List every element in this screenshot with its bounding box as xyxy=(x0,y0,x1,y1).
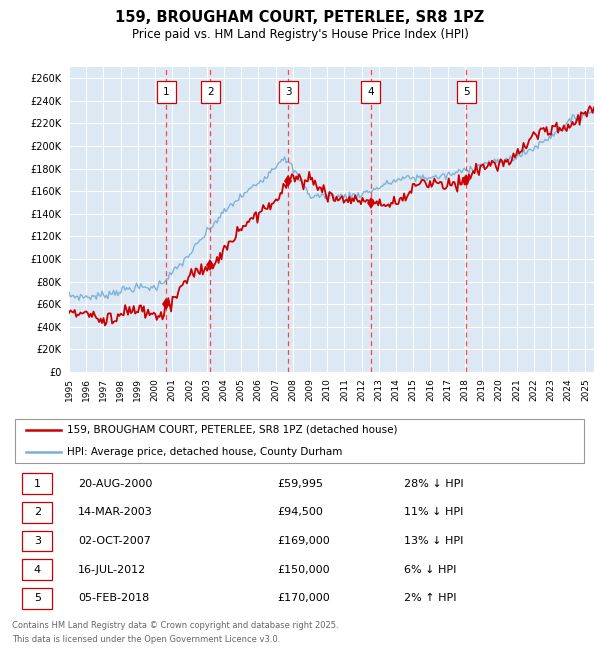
Text: 13% ↓ HPI: 13% ↓ HPI xyxy=(404,536,463,546)
Text: 2: 2 xyxy=(34,508,41,517)
Text: 1: 1 xyxy=(34,478,41,489)
Text: Price paid vs. HM Land Registry's House Price Index (HPI): Price paid vs. HM Land Registry's House … xyxy=(131,28,469,41)
Text: HPI: Average price, detached house, County Durham: HPI: Average price, detached house, Coun… xyxy=(67,447,342,457)
Text: 3: 3 xyxy=(34,536,41,546)
Text: 4: 4 xyxy=(368,87,374,97)
FancyBboxPatch shape xyxy=(457,81,476,103)
Text: 5: 5 xyxy=(34,593,41,603)
Text: 6% ↓ HPI: 6% ↓ HPI xyxy=(404,565,456,575)
Text: This data is licensed under the Open Government Licence v3.0.: This data is licensed under the Open Gov… xyxy=(12,636,280,645)
Text: 5: 5 xyxy=(463,87,470,97)
FancyBboxPatch shape xyxy=(22,502,52,523)
FancyBboxPatch shape xyxy=(22,560,52,580)
Text: 159, BROUGHAM COURT, PETERLEE, SR8 1PZ (detached house): 159, BROUGHAM COURT, PETERLEE, SR8 1PZ (… xyxy=(67,425,397,435)
FancyBboxPatch shape xyxy=(279,81,298,103)
FancyBboxPatch shape xyxy=(157,81,176,103)
Text: 28% ↓ HPI: 28% ↓ HPI xyxy=(404,478,463,489)
Text: 2: 2 xyxy=(207,87,214,97)
Text: 05-FEB-2018: 05-FEB-2018 xyxy=(78,593,149,603)
Text: 16-JUL-2012: 16-JUL-2012 xyxy=(78,565,146,575)
FancyBboxPatch shape xyxy=(22,531,52,551)
Text: 02-OCT-2007: 02-OCT-2007 xyxy=(78,536,151,546)
Text: £170,000: £170,000 xyxy=(277,593,330,603)
FancyBboxPatch shape xyxy=(22,588,52,609)
Text: 159, BROUGHAM COURT, PETERLEE, SR8 1PZ: 159, BROUGHAM COURT, PETERLEE, SR8 1PZ xyxy=(115,10,485,25)
Text: 20-AUG-2000: 20-AUG-2000 xyxy=(78,478,152,489)
Text: 1: 1 xyxy=(163,87,169,97)
Text: £59,995: £59,995 xyxy=(277,478,323,489)
FancyBboxPatch shape xyxy=(361,81,380,103)
Text: 14-MAR-2003: 14-MAR-2003 xyxy=(78,508,153,517)
FancyBboxPatch shape xyxy=(22,473,52,494)
Text: Contains HM Land Registry data © Crown copyright and database right 2025.: Contains HM Land Registry data © Crown c… xyxy=(12,621,338,629)
Text: 11% ↓ HPI: 11% ↓ HPI xyxy=(404,508,463,517)
Text: £169,000: £169,000 xyxy=(277,536,330,546)
Text: 3: 3 xyxy=(285,87,292,97)
Text: £94,500: £94,500 xyxy=(277,508,323,517)
Text: 4: 4 xyxy=(34,565,41,575)
Text: 2% ↑ HPI: 2% ↑ HPI xyxy=(404,593,456,603)
FancyBboxPatch shape xyxy=(200,81,220,103)
Text: £150,000: £150,000 xyxy=(277,565,329,575)
